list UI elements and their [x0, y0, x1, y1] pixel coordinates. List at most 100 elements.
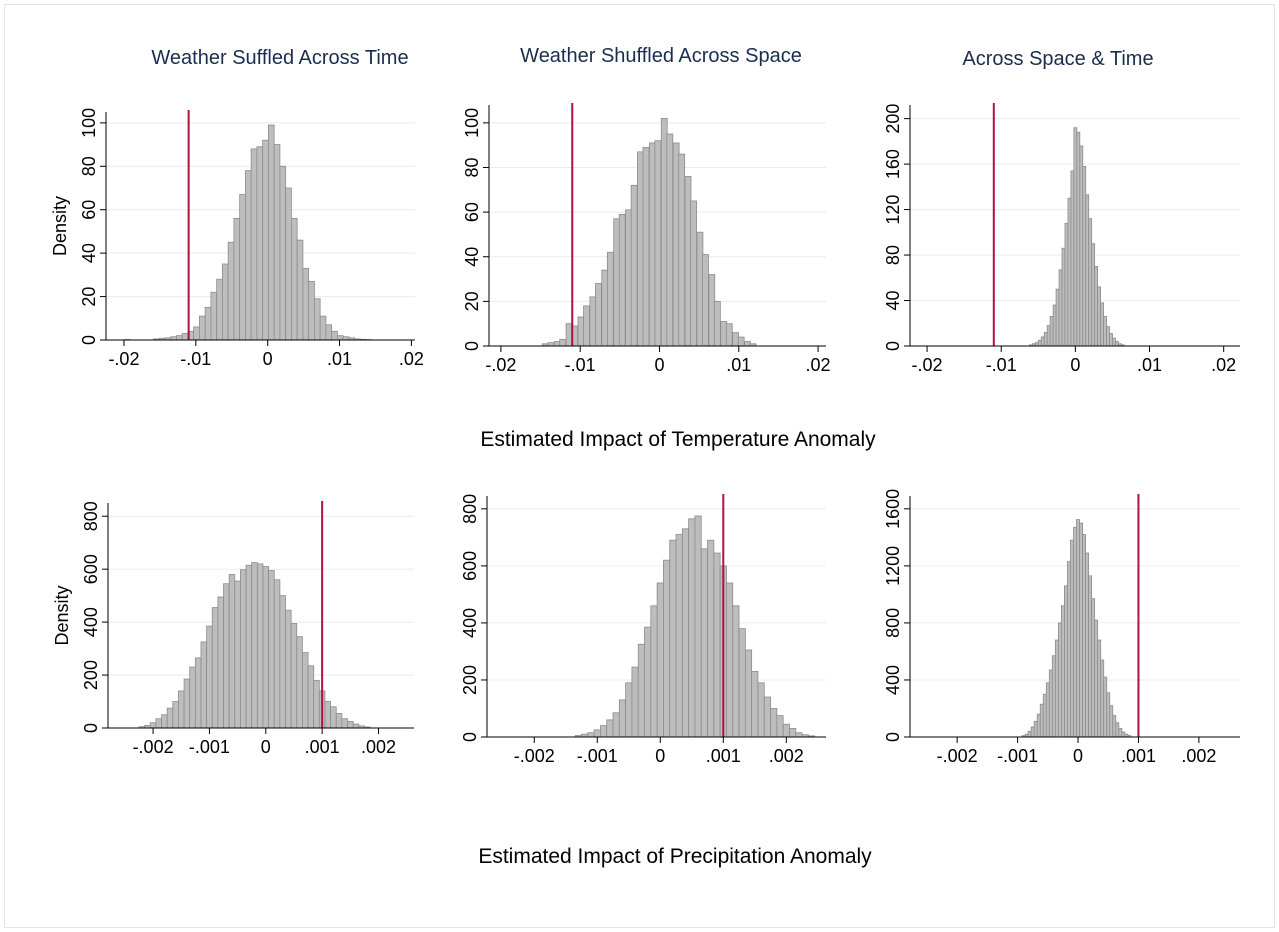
- histogram-bar: [587, 732, 595, 738]
- histogram-bar: [1121, 731, 1126, 738]
- histogram-bar: [1091, 243, 1096, 347]
- histogram-bar: [694, 515, 702, 738]
- histogram-bar: [732, 332, 739, 347]
- histogram-bar: [1045, 682, 1050, 738]
- histogram-bar: [789, 728, 797, 738]
- y-tick-label: 800: [883, 608, 903, 638]
- x-tick-label: 0: [655, 746, 665, 766]
- histogram-bar: [1076, 131, 1081, 347]
- histogram-bar: [600, 725, 608, 738]
- histogram-bar: [1106, 326, 1110, 347]
- histogram-bar: [763, 696, 771, 738]
- histogram-bar: [1036, 713, 1041, 738]
- histogram-bar: [688, 518, 696, 738]
- x-tick-label: 0: [654, 355, 664, 375]
- histogram-bar: [1079, 522, 1083, 738]
- histogram-bar: [227, 241, 235, 341]
- histogram-bar: [708, 274, 716, 347]
- histogram-bar: [341, 718, 348, 729]
- x-tick-label: .001: [305, 737, 340, 757]
- y-tick-label: 1600: [883, 489, 903, 529]
- histogram-bar: [279, 595, 286, 729]
- histogram-bar: [204, 307, 212, 341]
- histogram-panel-precip-spacetime: -.002 -.001 0 .001 .002 0 400 800 1200 1600: [883, 489, 1240, 766]
- histogram-bar: [1027, 730, 1032, 738]
- histogram-bar: [713, 300, 721, 347]
- y-tick-label: 60: [79, 200, 99, 220]
- histogram-panel-temp-time: -.02 -.01 0 .01 .02 0 20 40 60 80 100 Density: [50, 108, 424, 369]
- row-title-precipitation: Estimated Impact of Precipitation Anomal…: [478, 845, 872, 868]
- histogram-bar: [675, 534, 683, 738]
- histogram-bar: [217, 596, 224, 729]
- x-tick-label: .002: [769, 746, 804, 766]
- histogram-bar: [595, 283, 602, 347]
- histogram-bar: [625, 682, 633, 738]
- histogram-bar: [325, 324, 333, 341]
- histogram-bar: [1040, 336, 1045, 347]
- histogram-bar: [1055, 288, 1060, 347]
- histogram-bar: [654, 140, 662, 347]
- y-tick-label: 0: [462, 341, 482, 351]
- histogram-bar: [678, 153, 686, 347]
- histogram-panel-precip-time: -.002 -.001 0 .001 .002 0 200 400 600 800 Density: [52, 501, 414, 757]
- histogram-bar: [559, 338, 567, 347]
- histogram-bar: [1115, 341, 1119, 347]
- histogram-bar: [618, 213, 626, 347]
- histogram-bar: [1039, 703, 1044, 738]
- histogram-bar: [307, 665, 315, 729]
- y-tick-label: 400: [81, 607, 101, 637]
- x-tick-label: .02: [806, 355, 831, 375]
- y-tick-label: 0: [81, 723, 101, 733]
- y-tick-label: 80: [79, 156, 99, 176]
- histogram-bar: [268, 570, 275, 729]
- histogram-bar: [1054, 639, 1059, 738]
- histogram-bar: [228, 574, 236, 729]
- histogram-bar: [1082, 165, 1087, 347]
- histogram-bar: [553, 341, 561, 347]
- histogram-bar: [1115, 722, 1120, 738]
- histogram-bar: [199, 315, 206, 341]
- x-tick-label: -.002: [133, 737, 174, 757]
- x-tick-label: 0: [261, 737, 271, 757]
- histogram-bar: [656, 582, 664, 738]
- histogram-bar: [1088, 575, 1093, 738]
- histogram-bar: [352, 723, 360, 729]
- histogram-bar: [660, 117, 668, 347]
- histogram-bar: [713, 552, 721, 738]
- histogram-bar: [330, 706, 337, 729]
- histogram-bar: [319, 315, 327, 341]
- histogram-bar: [707, 539, 715, 738]
- histogram-bar: [210, 291, 218, 341]
- x-tick-label: .001: [1121, 746, 1156, 766]
- histogram-bar: [744, 341, 751, 347]
- histogram-bar: [795, 732, 803, 738]
- histogram-bar: [1046, 325, 1051, 347]
- histogram-bar: [189, 666, 196, 729]
- histogram-bar: [1051, 655, 1056, 738]
- histogram-bar: [1058, 269, 1063, 347]
- y-tick-label: 400: [460, 608, 480, 638]
- histogram-bar: [178, 690, 185, 729]
- y-tick-label: 0: [883, 732, 903, 742]
- histogram-bar: [216, 278, 223, 341]
- histogram-bar: [1073, 127, 1078, 347]
- y-tick-label: 100: [462, 108, 482, 138]
- y-tick-label: 800: [81, 501, 101, 531]
- histogram-bar: [166, 707, 174, 729]
- histogram-bar: [1118, 728, 1123, 738]
- histogram-bar: [1042, 693, 1047, 738]
- histogram-bar: [669, 539, 677, 738]
- histogram-bar: [1030, 726, 1035, 738]
- histogram-bar: [194, 657, 202, 729]
- y-tick-label: 160: [883, 149, 903, 179]
- y-tick-label: 20: [462, 291, 482, 311]
- histogram-bar: [336, 335, 344, 341]
- x-tick-label: .002: [1181, 746, 1216, 766]
- x-tick-label: 0: [1073, 746, 1083, 766]
- histogram-bar: [672, 142, 680, 347]
- histogram-bar: [637, 151, 644, 347]
- histogram-bar: [650, 605, 658, 738]
- histogram-bar: [302, 652, 309, 729]
- histogram-bar: [1106, 692, 1111, 738]
